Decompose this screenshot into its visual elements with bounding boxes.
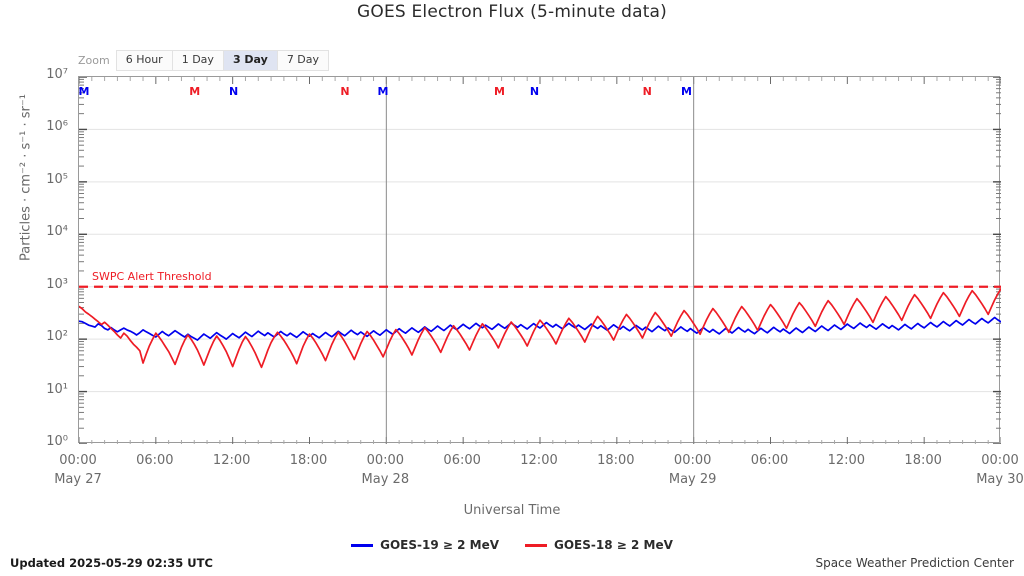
x-axis-tick-label: 12:00 [827,453,866,468]
legend-color-swatch [351,543,374,547]
y-axis-tick-label: 10³ [46,276,68,292]
x-axis-tick-label: 06:00 [443,453,481,468]
x-axis-tick-label: 06:00 [136,453,174,468]
x-axis-title: Universal Time [463,503,561,518]
legend-item[interactable]: GOES-18 ≥ 2 MeV [525,538,673,552]
x-axis-tick-label: 12:00 [520,453,558,468]
zoom-range-control: Zoom 6 Hour 1 Day 3 Day 7 Day [78,49,330,71]
event-marker-n: N [642,85,652,98]
chart-legend: GOES-19 ≥ 2 MeV GOES-18 ≥ 2 MeV [0,538,1024,552]
y-axis-tick-label: 10⁷ [46,67,68,82]
chart-canvas [79,77,1001,444]
zoom-button-3-day[interactable]: 3 Day [222,49,277,71]
zoom-button-7-day[interactable]: 7 Day [276,49,330,71]
zoom-button-6-hour[interactable]: 6 Hour [115,49,172,71]
x-axis-tick-label: 12:00 [212,453,251,468]
x-axis-day-label: May 27 [54,472,102,487]
x-axis-day-label: May 28 [361,472,410,487]
x-axis-tick-label: 00:00 [673,453,712,468]
y-axis-tick-label: 10⁶ [46,119,68,135]
x-axis-tick-label: 06:00 [750,453,789,468]
legend-item[interactable]: GOES-19 ≥ 2 MeV [351,538,499,552]
page-title: GOES Electron Flux (5-minute data) [356,2,668,22]
event-marker-n: N [340,85,350,98]
y-axis-title: Particles · cm⁻² · s⁻¹ · sr⁻¹ [18,94,34,261]
x-axis-tick-label: 00:00 [366,453,405,468]
x-axis-tick-label: 00:00 [981,453,1019,468]
zoom-control-label: Zoom [78,53,110,67]
event-marker-m: M [78,85,90,98]
zoom-button-1-day[interactable]: 1 Day [171,49,223,71]
event-marker-m: M [377,85,389,98]
event-marker-m: M [494,85,505,98]
y-axis-tick-label: 10⁴ [46,224,68,240]
y-axis-tick-label: 10⁵ [46,171,68,187]
legend-color-swatch [525,543,547,547]
event-marker-m: M [680,85,692,98]
event-marker-n: N [228,85,239,98]
legend-label: GOES-18 ≥ 2 MeV [554,538,673,552]
event-marker-m: M [189,85,201,98]
x-axis-tick-label: 00:00 [59,453,97,468]
y-axis-tick-label: 10¹ [46,381,68,397]
threshold-label: SWPC Alert Threshold [92,269,212,283]
x-axis-tick-label: 18:00 [289,453,328,468]
y-axis-tick-label: 10⁰ [46,434,68,449]
updated-timestamp: Updated 2025-05-29 02:35 UTC [10,556,213,570]
x-axis-tick-label: 18:00 [597,453,635,468]
x-axis-day-label: May 30 [976,472,1024,487]
zoom-button-group: 6 Hour 1 Day 3 Day 7 Day [115,49,330,71]
y-axis-tick-label: 10² [46,329,68,345]
x-axis-day-label: May 29 [668,472,717,487]
x-axis-tick-label: 18:00 [904,453,942,468]
source-attribution: Space Weather Prediction Center [815,556,1014,570]
legend-label: GOES-19 ≥ 2 MeV [380,538,499,552]
event-marker-n: N [529,85,540,98]
plot-area [78,76,1001,444]
